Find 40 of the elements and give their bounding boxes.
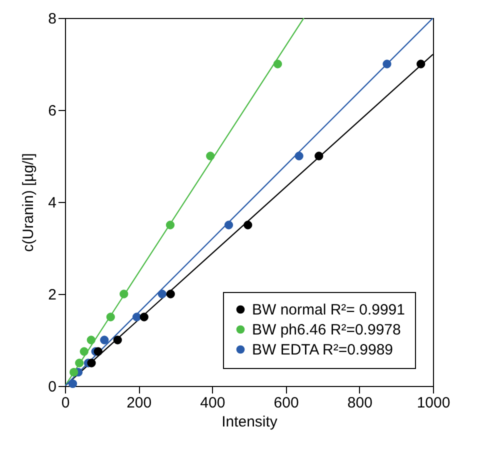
point	[87, 358, 96, 368]
point	[70, 368, 78, 377]
y-tick-label: 8	[48, 10, 56, 28]
point	[244, 220, 252, 230]
y-tick-label: 6	[48, 102, 56, 120]
legend-label: BW EDTA R²=0.9989	[252, 342, 394, 358]
point	[68, 379, 78, 388]
point	[382, 60, 392, 68]
point	[224, 220, 234, 230]
x-tick-label: 800	[347, 394, 372, 412]
point	[206, 152, 215, 160]
point	[75, 358, 84, 368]
point	[314, 152, 324, 160]
legend-label: BW ph6.46 R²=0.9978	[252, 322, 401, 338]
point	[416, 60, 426, 68]
point	[132, 312, 142, 322]
x-tick-label: 200	[126, 394, 152, 412]
point	[113, 336, 122, 344]
point	[100, 336, 109, 344]
y-tick-label: 4	[48, 194, 56, 212]
y-axis-title: c(Uranin) [µg/l]	[20, 153, 38, 252]
point	[158, 290, 166, 298]
legend-label: BW normal R²= 0.9991	[252, 302, 405, 318]
y-tick-label: 0	[48, 378, 56, 396]
point	[106, 312, 115, 322]
point	[294, 152, 304, 160]
point	[140, 312, 148, 322]
point	[80, 347, 88, 356]
x-tick-label: 600	[274, 394, 299, 412]
point	[94, 347, 102, 356]
point	[273, 60, 282, 68]
y-tick-label: 2	[48, 286, 56, 304]
x-tick-label: 400	[200, 394, 226, 412]
x-axis-title: Intensity	[222, 414, 278, 430]
point	[166, 220, 175, 230]
x-tick-label: 0	[61, 394, 70, 412]
point	[120, 290, 128, 298]
point	[166, 290, 175, 298]
x-tick-label: 1000	[416, 394, 450, 412]
point	[86, 336, 96, 344]
